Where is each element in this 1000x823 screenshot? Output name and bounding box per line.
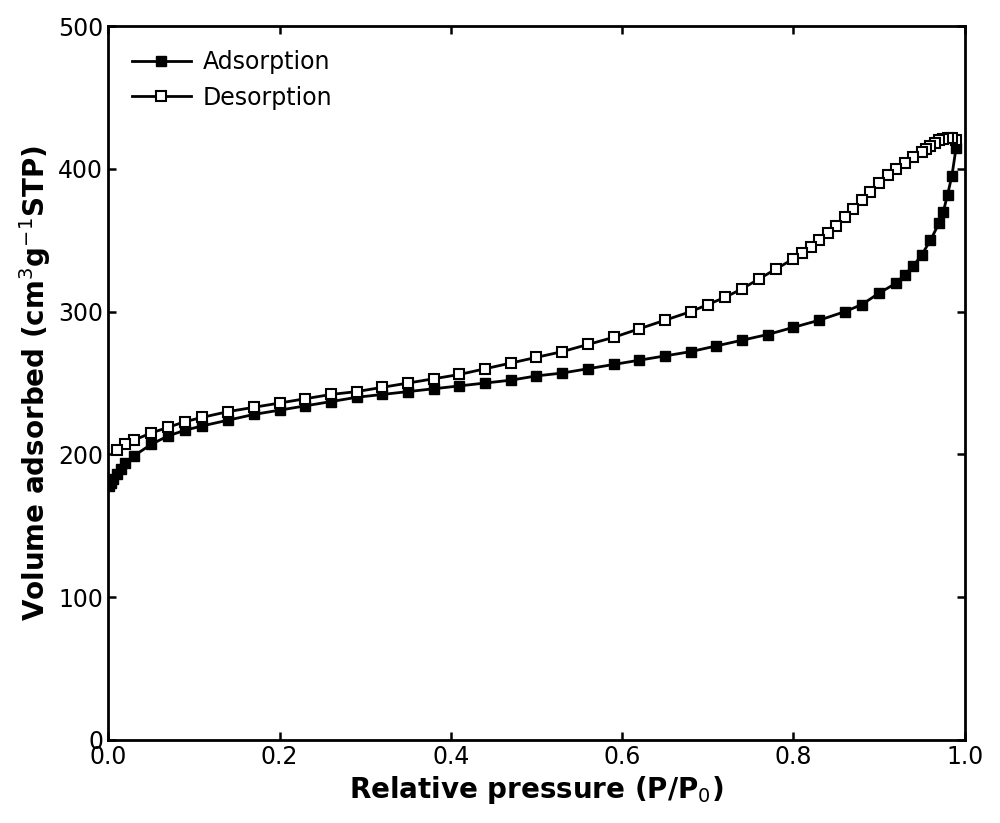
- Adsorption: [325, 397, 337, 407]
- Adsorption: [916, 249, 928, 259]
- Adsorption: [633, 356, 645, 365]
- Adsorption: [710, 341, 722, 351]
- Desorption: [179, 416, 191, 426]
- Adsorption: [685, 346, 697, 356]
- Desorption: [946, 133, 958, 142]
- Adsorption: [899, 270, 911, 280]
- Adsorption: [582, 364, 594, 374]
- Desorption: [890, 164, 902, 174]
- Adsorption: [274, 405, 286, 415]
- Adsorption: [402, 387, 414, 397]
- X-axis label: Relative pressure (P/P$_0$): Relative pressure (P/P$_0$): [349, 774, 724, 807]
- Adsorption: [856, 300, 868, 309]
- Adsorption: [787, 323, 799, 332]
- Adsorption: [608, 360, 620, 370]
- Adsorption: [530, 371, 542, 381]
- Adsorption: [937, 207, 949, 216]
- Desorption: [111, 445, 123, 455]
- Desorption: [805, 243, 817, 253]
- Adsorption: [736, 335, 748, 345]
- Adsorption: [179, 425, 191, 435]
- Adsorption: [162, 431, 174, 441]
- Adsorption: [907, 261, 919, 271]
- Adsorption: [890, 278, 902, 288]
- Adsorption: [115, 463, 127, 473]
- Adsorption: [428, 384, 440, 393]
- Legend: Adsorption, Desorption: Adsorption, Desorption: [120, 38, 344, 121]
- Adsorption: [107, 474, 119, 484]
- Adsorption: [924, 235, 936, 245]
- Adsorption: [453, 381, 465, 391]
- Adsorption: [556, 368, 568, 378]
- Adsorption: [376, 389, 388, 399]
- Line: Desorption: Desorption: [112, 133, 961, 455]
- Adsorption: [222, 416, 234, 425]
- Adsorption: [111, 469, 123, 479]
- Desorption: [864, 187, 876, 197]
- Adsorption: [505, 375, 517, 385]
- Desorption: [950, 136, 962, 146]
- Adsorption: [946, 171, 958, 181]
- Adsorption: [145, 439, 157, 449]
- Adsorption: [105, 478, 117, 488]
- Adsorption: [248, 410, 260, 420]
- Y-axis label: Volume adsorbed (cm$^3$g$^{-1}$STP): Volume adsorbed (cm$^3$g$^{-1}$STP): [17, 145, 53, 621]
- Adsorption: [933, 218, 945, 228]
- Adsorption: [351, 393, 363, 402]
- Adsorption: [196, 421, 208, 430]
- Adsorption: [839, 307, 851, 317]
- Adsorption: [813, 315, 825, 325]
- Adsorption: [873, 288, 885, 298]
- Adsorption: [119, 458, 131, 468]
- Adsorption: [659, 351, 671, 360]
- Line: Adsorption: Adsorption: [104, 142, 961, 491]
- Adsorption: [942, 189, 954, 199]
- Adsorption: [479, 378, 491, 388]
- Adsorption: [762, 329, 774, 339]
- Adsorption: [103, 481, 115, 491]
- Adsorption: [950, 142, 962, 152]
- Adsorption: [299, 401, 311, 411]
- Adsorption: [128, 451, 140, 461]
- Desorption: [920, 144, 932, 154]
- Desorption: [119, 439, 131, 449]
